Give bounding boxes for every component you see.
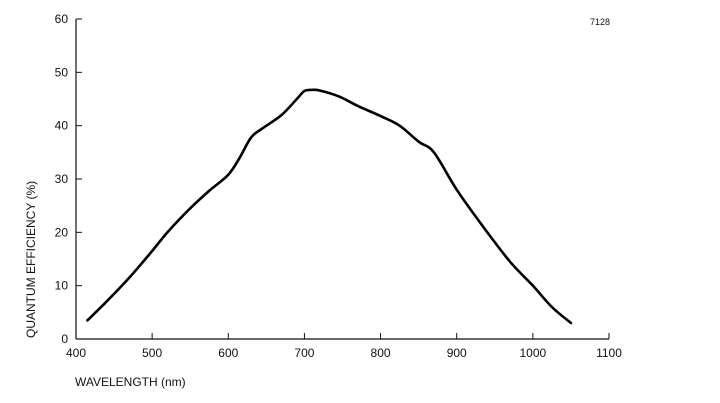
series-line-0 (86, 88, 573, 325)
x-tick-label: 400 (66, 346, 86, 360)
x-tick-label: 800 (371, 346, 391, 360)
x-tick-label: 500 (142, 346, 162, 360)
y-tick-label: 50 (55, 65, 69, 79)
x-tick-label: 600 (218, 346, 238, 360)
y-tick-label: 60 (55, 12, 69, 26)
y-tick-label: 0 (61, 332, 68, 346)
y-tick-label: 10 (55, 279, 69, 293)
x-axis-title: WAVELENGTH (nm) (75, 375, 186, 389)
x-tick-label: 700 (294, 346, 314, 360)
tick-labels: 0 10 20 30 40 50 60 400 500 600 700 800 900 1000 1100 (55, 12, 623, 360)
x-tick-label: 1000 (520, 346, 547, 360)
x-tick-label: 900 (447, 346, 467, 360)
x-tick-label: 1100 (596, 346, 622, 360)
figure-code-label: 7128 (590, 17, 610, 27)
y-tick-label: 30 (55, 172, 69, 186)
axes (75, 19, 609, 340)
y-tick-label: 20 (55, 225, 69, 239)
ticks (75, 18, 610, 340)
series-group (86, 88, 573, 325)
y-tick-label: 40 (55, 119, 69, 133)
y-axis-title: QUANTUM EFFICIENCY (%) (24, 181, 38, 338)
